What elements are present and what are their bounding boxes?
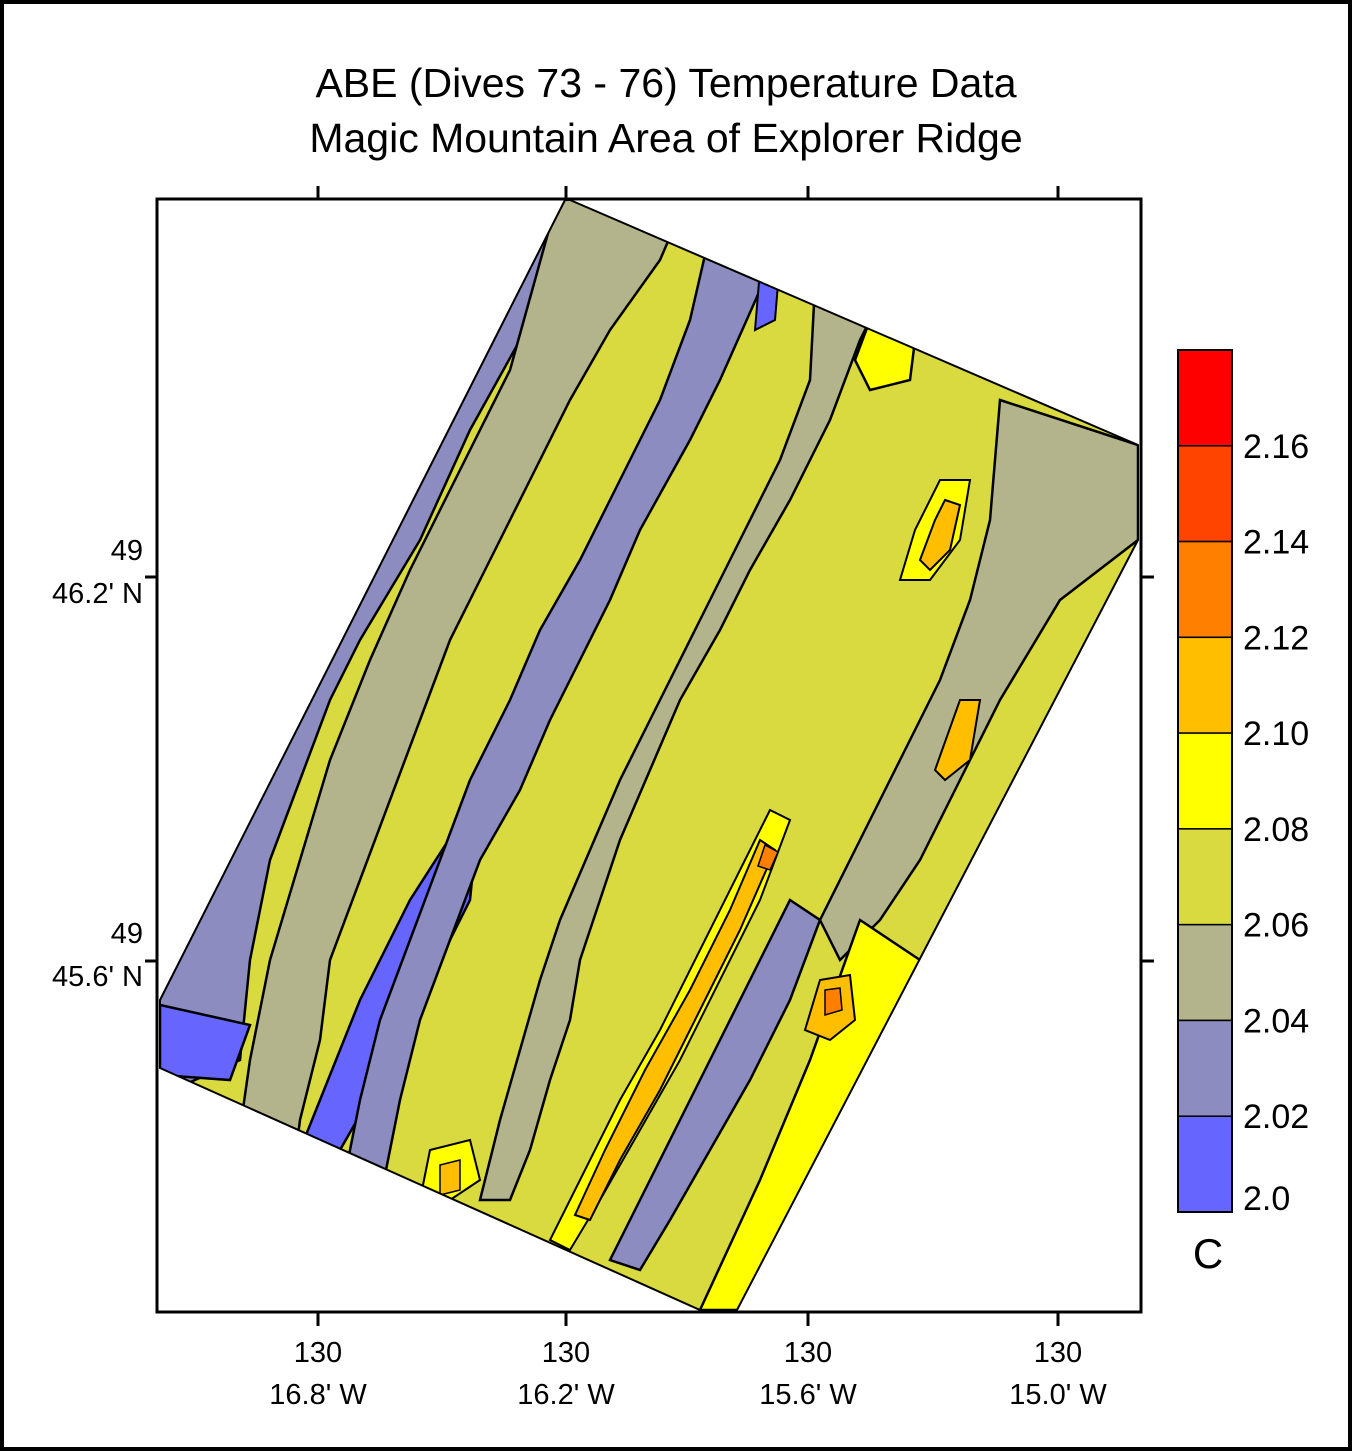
colorbar-label: 2.10 [1243, 715, 1309, 753]
hot-east [933, 699, 982, 782]
contour-field [160, 200, 1138, 1310]
colorbar-frame [1177, 349, 1233, 1213]
y-tick-label-deg: 49 [111, 918, 143, 950]
x-tick-label-deg: 130 [294, 1337, 342, 1369]
colorbar-swatch [1177, 636, 1233, 734]
colorbar-label: 2.08 [1243, 811, 1309, 849]
x-tick-label-deg: 130 [784, 1337, 832, 1369]
colorbar-label: 2.02 [1243, 1098, 1309, 1136]
colorbar-swatch [1177, 445, 1233, 543]
colorbar-swatch [1177, 1019, 1233, 1117]
neutral-band-1 [228, 200, 692, 1202]
x-tick-label-deg: 130 [542, 1337, 590, 1369]
hot-sw [439, 1159, 461, 1196]
colorbar-label: 2.16 [1243, 428, 1309, 466]
y-tick-label-min: 46.2' N [52, 578, 143, 610]
colorbar-label: 2.0 [1243, 1180, 1290, 1218]
colorbar: 2.16 2.14 2.12 2.10 2.08 2.06 2.04 2.02 2.0 [1177, 349, 1309, 1218]
colorbar-swatch [1177, 732, 1233, 830]
hot-ridge [573, 838, 777, 1222]
hotter-spot-se [824, 987, 843, 1017]
colorbar-unit: C [1193, 1230, 1223, 1277]
x-tick-label-min: 16.2' W [517, 1379, 615, 1411]
x-tick-label-min: 16.8' W [269, 1379, 367, 1411]
y-tick-marks [145, 575, 1154, 963]
swath-outline [159, 199, 1139, 1311]
map-title-line-2: Magic Mountain Area of Explorer Ridge [309, 115, 1023, 161]
x-tick-label-min: 15.6' W [759, 1379, 857, 1411]
y-tick-label-deg: 49 [111, 535, 143, 567]
colorbar-swatch [1177, 1115, 1233, 1213]
y-tick-labels: 49 46.2' N 49 45.6' N [52, 535, 143, 993]
neutral-band-2 [478, 200, 902, 1202]
colorbar-label: 2.12 [1243, 619, 1309, 657]
colorbar-label: 2.06 [1243, 907, 1309, 945]
y-tick-label-min: 45.6' N [52, 961, 143, 993]
colorbar-label: 2.04 [1243, 1002, 1309, 1040]
map-axes-box [155, 197, 1143, 1314]
colorbar-label: 2.14 [1243, 524, 1309, 562]
colorbar-swatch [1177, 923, 1233, 1022]
cold-trough [608, 898, 822, 1272]
map-title-line-1: ABE (Dives 73 - 76) Temperature Data [315, 60, 1017, 106]
colorbar-swatch [1177, 349, 1233, 447]
x-tick-labels: 130 16.8' W 130 16.2' W 130 15.6' W 130 … [269, 1337, 1107, 1411]
cold-band-2 [338, 200, 802, 1202]
very-cold-sw [160, 1003, 252, 1082]
x-tick-label-min: 15.0' W [1009, 1379, 1107, 1411]
hotter-ridge-spot [757, 843, 779, 871]
colorbar-swatch [1177, 540, 1233, 639]
x-tick-marks [316, 186, 1060, 1326]
hot-spot-ne [918, 498, 962, 572]
x-tick-label-deg: 130 [1034, 1337, 1082, 1369]
colorbar-swatch [1177, 828, 1233, 926]
